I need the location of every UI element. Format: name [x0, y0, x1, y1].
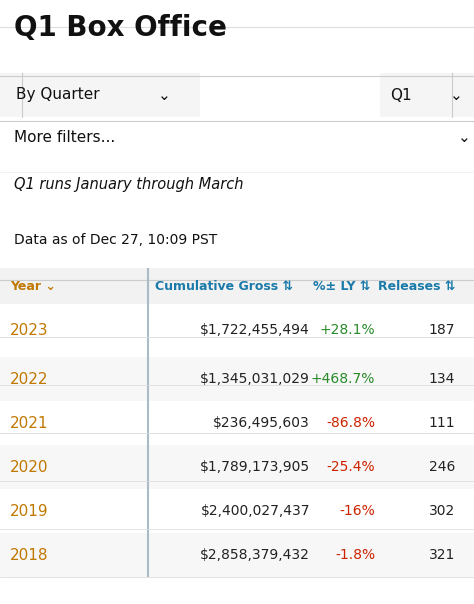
Bar	[0, 401, 474, 445]
Text: Q1: Q1	[390, 88, 411, 103]
Text: 2022: 2022	[10, 371, 48, 387]
Text: -1.8%: -1.8%	[335, 548, 375, 562]
Text: 2020: 2020	[10, 460, 48, 475]
Text: Releases ⇅: Releases ⇅	[378, 280, 455, 292]
Text: Q1 runs January through March: Q1 runs January through March	[14, 178, 244, 193]
Text: +28.1%: +28.1%	[319, 324, 375, 338]
Text: ⌄: ⌄	[158, 88, 171, 103]
Bar	[0, 445, 474, 489]
Text: $2,400,027,437: $2,400,027,437	[201, 504, 310, 518]
Text: 187: 187	[428, 324, 455, 338]
Text: $2,858,379,432: $2,858,379,432	[200, 548, 310, 562]
Text: ⌄: ⌄	[450, 88, 463, 103]
Text: Cumulative Gross ⇅: Cumulative Gross ⇅	[155, 280, 293, 292]
Bar	[0, 73, 200, 117]
Text: 2019: 2019	[10, 504, 49, 518]
Text: 302: 302	[429, 504, 455, 518]
Bar	[0, 489, 474, 533]
Text: 111: 111	[428, 416, 455, 430]
Bar	[0, 533, 474, 577]
Text: 2021: 2021	[10, 416, 48, 431]
Bar	[0, 304, 474, 357]
Bar	[380, 73, 474, 117]
Text: 2023: 2023	[10, 323, 49, 338]
Text: -86.8%: -86.8%	[326, 416, 375, 430]
Text: More filters...: More filters...	[14, 130, 115, 146]
Text: $1,722,455,494: $1,722,455,494	[200, 324, 310, 338]
Text: By Quarter: By Quarter	[16, 88, 100, 103]
Text: Data as of Dec 27, 10:09 PST: Data as of Dec 27, 10:09 PST	[14, 233, 217, 247]
Text: $1,789,173,905: $1,789,173,905	[200, 460, 310, 474]
Text: $1,345,031,029: $1,345,031,029	[200, 372, 310, 386]
Text: 134: 134	[428, 372, 455, 386]
Text: ⌄: ⌄	[458, 130, 471, 146]
Text: -16%: -16%	[339, 504, 375, 518]
Text: Year ⌄: Year ⌄	[10, 280, 56, 292]
Text: -25.4%: -25.4%	[327, 460, 375, 474]
Text: +468.7%: +468.7%	[310, 372, 375, 386]
Text: 2018: 2018	[10, 547, 48, 562]
Bar	[0, 268, 474, 304]
Text: 321: 321	[428, 548, 455, 562]
Text: 246: 246	[428, 460, 455, 474]
Bar	[0, 357, 474, 401]
Text: Q1 Box Office: Q1 Box Office	[14, 14, 227, 42]
Text: $236,495,603: $236,495,603	[213, 416, 310, 430]
Text: %± LY ⇅: %± LY ⇅	[313, 280, 370, 292]
